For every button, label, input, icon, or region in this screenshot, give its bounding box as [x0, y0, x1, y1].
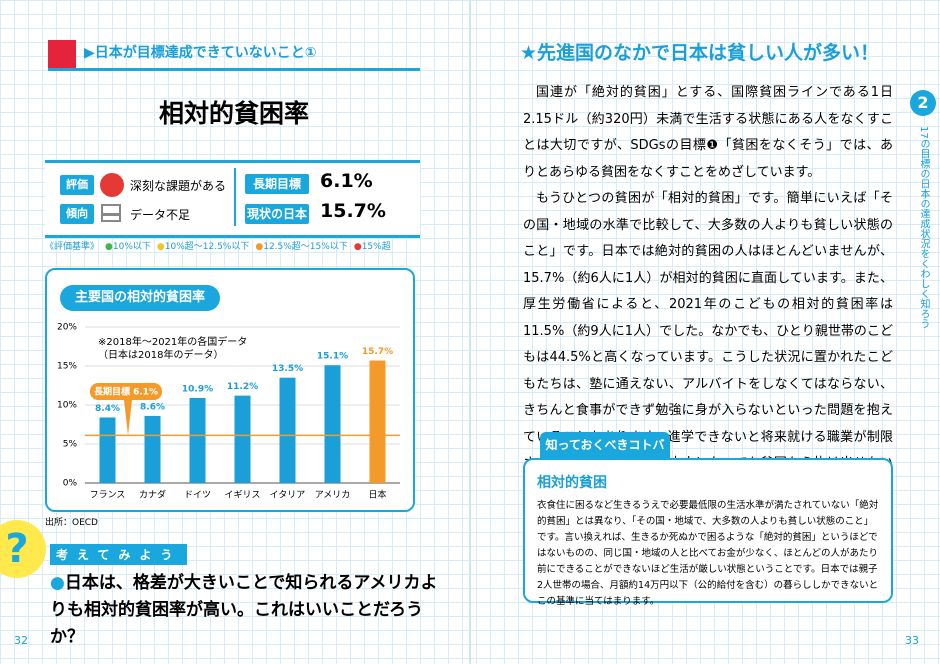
criteria-item: ●15%超 — [354, 239, 391, 252]
term: 相対的貧困 — [537, 475, 607, 491]
annotation-pointer — [124, 400, 132, 436]
question: ●日本は、格差が大きいことで知られるアメリカよりも相対的貧困率が高い。これはいい… — [50, 573, 438, 647]
x-tick-label: 日本 — [368, 489, 386, 501]
bar — [144, 415, 161, 483]
page-number: 32 — [14, 634, 28, 647]
fold — [469, 0, 471, 664]
bar — [189, 397, 206, 483]
criteria-item: ●12.5%超～15%以下 — [255, 239, 347, 252]
value-label: 13.5% — [272, 364, 303, 374]
bar — [234, 395, 251, 483]
y-tick-label: 15% — [57, 362, 77, 372]
question-icon: ? — [0, 520, 46, 578]
value-label: 11.2% — [227, 382, 258, 392]
glossary-box — [523, 458, 893, 603]
value: 15.7% — [320, 200, 386, 222]
dot: ● — [255, 242, 264, 252]
criteria-text: 12.5%超～15%以下 — [263, 242, 348, 252]
sdg-icon — [48, 40, 76, 68]
x-tick-label: イタリア — [270, 490, 306, 501]
value: 6.1% — [320, 170, 373, 192]
value-label: 15.1% — [317, 352, 348, 362]
bar — [324, 365, 341, 483]
glossary-label: 知っておくべきコトバ — [540, 432, 670, 458]
criteria-item: ●10%超～12.5%以下 — [157, 239, 249, 252]
question-text: 日本は、格差が大きいことで知られるアメリカよりも相対的貧困率が高い。これはいいこ… — [50, 573, 438, 647]
bar — [369, 360, 386, 483]
x-tick-label: カナダ — [139, 489, 166, 501]
bar — [99, 417, 116, 483]
annotation-box — [90, 383, 162, 400]
definition: 衣食住に困るなど生きるうえで必要最低限の生活水準が満たされていない「絶対的貧困」… — [537, 500, 879, 607]
label: 評価 — [60, 175, 94, 195]
eval-icon — [100, 173, 124, 197]
y-tick-label: 10% — [57, 401, 77, 411]
x-tick-label: フランス — [90, 490, 126, 501]
x-tick-label: ドイツ — [184, 491, 211, 501]
x-tick-label: イギリス — [224, 490, 260, 501]
note: ※2018年～2021年の各国データ — [98, 337, 248, 348]
criteria-text: 10%以下 — [112, 242, 151, 252]
bar — [279, 377, 296, 483]
text: データ不足 — [130, 208, 191, 222]
chart-notes: ※2018年～2021年の各国データ （日本は2018年のデータ） — [98, 336, 247, 362]
paragraph: 国連が「絶対的貧困」とする、国際貧困ラインである1日2.15ドル（約320円）未… — [523, 85, 893, 180]
text: 深刻な課題がある — [130, 179, 227, 193]
criteria-text: 15%超 — [361, 242, 391, 252]
label: 現状の日本 — [245, 204, 309, 224]
source: 出所：OECD — [45, 518, 98, 528]
think-label: 考えてみよう — [50, 544, 188, 565]
value-label: 8.6% — [140, 402, 165, 412]
section-title: ★先進国のなかで日本は貧しい人が多い！ — [520, 42, 880, 64]
chart-title: 主要国の相対的貧困率 — [60, 285, 220, 311]
trend-icon — [101, 204, 121, 222]
x-tick-label: アメリカ — [315, 490, 351, 501]
header: ▶日本が目標達成できていないこと① — [84, 45, 317, 61]
annotation: 長期目標 6.1% — [94, 386, 158, 398]
dot: ● — [353, 242, 362, 252]
y-tick-label: 20% — [57, 323, 77, 333]
title: 相対的貧困率 — [158, 99, 309, 128]
chapter-number: 2 — [910, 90, 936, 116]
criteria-text: 10%超～12.5%以下 — [164, 242, 250, 252]
label: 傾向 — [60, 204, 94, 224]
dot: ● — [156, 242, 165, 252]
criteria-item: ●10%以下 — [105, 239, 151, 252]
value-label: 10.9% — [182, 384, 213, 394]
page-number: 33 — [905, 634, 919, 647]
dot: ● — [105, 242, 113, 252]
value-label: 8.4% — [95, 404, 120, 414]
y-tick-label: 0% — [63, 479, 78, 489]
note: （日本は2018年のデータ） — [98, 350, 224, 361]
rule — [48, 68, 420, 71]
criteria: 《評価基準》 ●10%以下 ●10%超～12.5%以下 ●12.5%超～15%以下 ●1… — [45, 239, 391, 252]
chapter-text: 17の目標の日本の達成状況をくわしく知ろう — [918, 126, 929, 329]
y-tick-label: 5% — [63, 440, 78, 450]
label: 長期目標 — [245, 174, 309, 194]
value-label: 15.7% — [362, 347, 393, 357]
criteria-title: 《評価基準》 — [45, 242, 100, 252]
divider — [234, 168, 236, 226]
